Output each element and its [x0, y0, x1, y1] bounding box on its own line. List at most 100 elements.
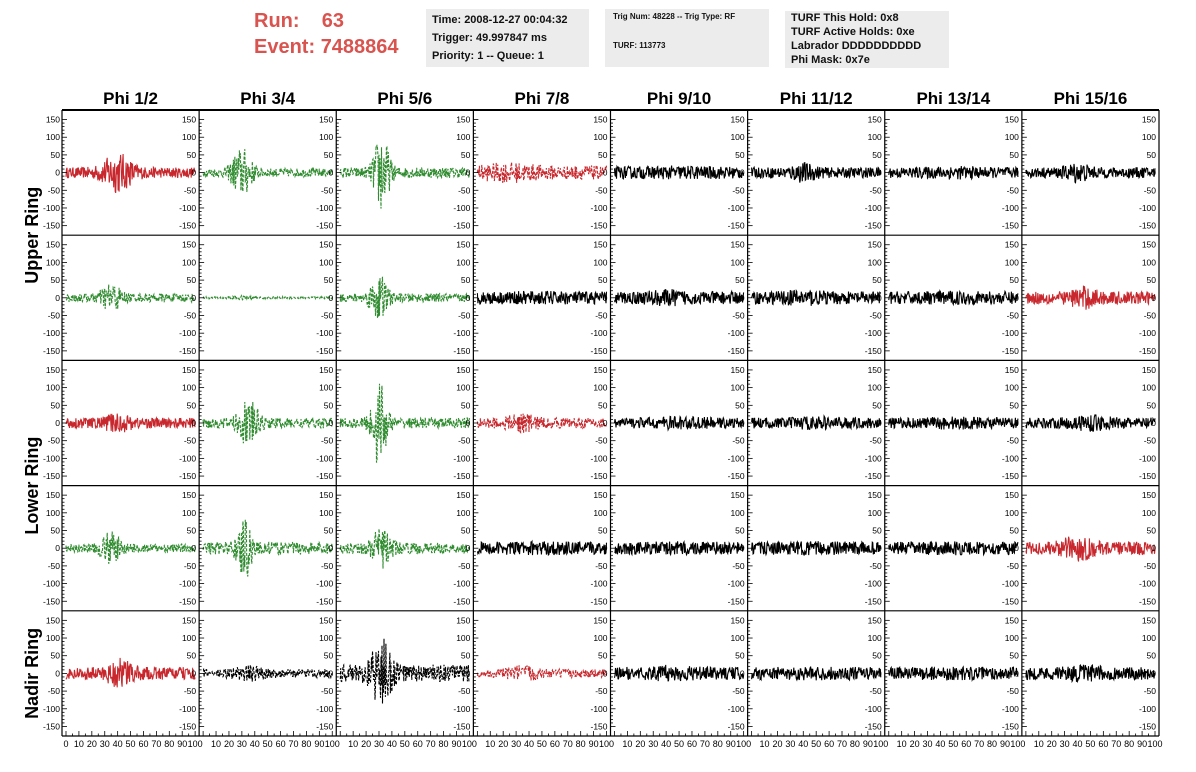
y-tick-label: -150 [179, 346, 196, 356]
y-tick-label: -50 [458, 561, 471, 571]
y-tick-label: 0 [877, 668, 882, 678]
y-tick-label: 100 [730, 508, 744, 518]
y-tick-label: -150 [1002, 471, 1019, 481]
y-tick-label: 150 [730, 365, 744, 375]
y-tick-label: 150 [456, 490, 470, 500]
y-tick-label: -100 [179, 579, 196, 589]
y-tick-label: -150 [1002, 596, 1019, 606]
y-tick-label: -100 [43, 203, 60, 213]
y-tick-label: -100 [453, 328, 470, 338]
x-tick-label: 60 [550, 739, 560, 749]
y-tick-label: -150 [453, 596, 470, 606]
y-tick-label: 100 [182, 132, 196, 142]
column-header-1: Phi 1/2 [103, 89, 158, 108]
waveform-r3-c3 [339, 383, 470, 463]
x-tick-label: 30 [237, 739, 247, 749]
y-tick-label: 0 [877, 543, 882, 553]
x-tick-label: 0 [63, 739, 68, 749]
y-tick-label: 0 [329, 418, 334, 428]
x-tick-label: 70 [563, 739, 573, 749]
x-tick-label: 70 [974, 739, 984, 749]
y-tick-label: 150 [1005, 615, 1019, 625]
x-tick-label: 60 [276, 739, 286, 749]
x-tick-label: 40 [798, 739, 808, 749]
y-tick-label: 150 [593, 115, 607, 125]
y-tick-label-right: 50 [1147, 651, 1157, 661]
y-tick-label: -100 [865, 328, 882, 338]
y-tick-label: 150 [1005, 365, 1019, 375]
y-tick-label: 0 [55, 168, 60, 178]
y-tick-label: -100 [179, 453, 196, 463]
waveform-r3-c4 [476, 413, 608, 434]
x-tick-label: 90 [314, 739, 324, 749]
y-tick-label: 0 [329, 168, 334, 178]
y-tick-label: -150 [865, 596, 882, 606]
y-tick-label: 0 [191, 668, 196, 678]
x-tick-label: 70 [837, 739, 847, 749]
y-tick-label: 50 [187, 400, 197, 410]
y-tick-label: 50 [598, 651, 608, 661]
y-tick-label: -150 [179, 221, 196, 231]
y-tick-label: -100 [728, 453, 745, 463]
y-tick-label: 150 [46, 490, 60, 500]
y-tick-label: 0 [466, 543, 471, 553]
y-tick-label: 0 [55, 418, 60, 428]
waveform-r1-c2 [202, 149, 333, 192]
column-header-7: Phi 13/14 [916, 89, 990, 108]
y-tick-label: -50 [48, 561, 61, 571]
y-tick-label: 100 [1005, 257, 1019, 267]
y-tick-label: -150 [728, 471, 745, 481]
column-header-6: Phi 11/12 [780, 89, 853, 108]
y-tick-label-right: -100 [1139, 579, 1156, 589]
y-tick-label: -100 [453, 704, 470, 714]
x-tick-label: 70 [426, 739, 436, 749]
y-tick-label: -50 [595, 310, 608, 320]
y-tick-label: 100 [1005, 132, 1019, 142]
y-tick-label-right: 100 [1142, 383, 1156, 393]
y-tick-label: -100 [590, 203, 607, 213]
y-tick-label: 0 [603, 168, 608, 178]
x-tick-label: 80 [439, 739, 449, 749]
y-tick-label: 100 [456, 508, 470, 518]
y-tick-label: -150 [316, 346, 333, 356]
y-tick-label: 0 [1014, 293, 1019, 303]
y-tick-label: 150 [868, 365, 882, 375]
row-label-2: Lower Ring [22, 437, 42, 535]
x-tick-label: 80 [850, 739, 860, 749]
y-tick-label: 100 [319, 383, 333, 393]
y-tick-label: 100 [319, 508, 333, 518]
y-tick-label: -150 [316, 221, 333, 231]
y-tick-label: 0 [740, 668, 745, 678]
y-tick-label: -150 [728, 721, 745, 731]
turf-num-text: TURF: 113773 [613, 41, 666, 50]
y-tick-label: -50 [595, 686, 608, 696]
y-tick-label: 50 [735, 526, 745, 536]
y-tick-label: -100 [1002, 704, 1019, 714]
y-tick-label: 0 [877, 168, 882, 178]
waveform-r3-c8 [1025, 414, 1156, 433]
y-tick-label: -50 [48, 686, 61, 696]
x-tick-label: 80 [301, 739, 311, 749]
x-tick-label: 40 [661, 739, 671, 749]
waveform-r5-c7 [888, 665, 1019, 683]
x-tick-label: 90 [1000, 739, 1010, 749]
y-tick-label: 50 [735, 150, 745, 160]
y-tick-label: 150 [868, 115, 882, 125]
y-tick-label: -50 [184, 561, 197, 571]
x-tick-label: 50 [263, 739, 273, 749]
y-tick-label: -50 [321, 686, 334, 696]
y-tick-label: 0 [466, 293, 471, 303]
y-tick-label: 50 [872, 150, 882, 160]
y-tick-label-right: 50 [1147, 275, 1157, 285]
run-label: Run: [254, 10, 300, 32]
x-tick-label: 30 [100, 739, 110, 749]
y-tick-label: -150 [179, 721, 196, 731]
y-tick-label: 150 [593, 615, 607, 625]
y-tick-label: 50 [187, 275, 197, 285]
y-tick-label: -150 [728, 221, 745, 231]
y-tick-label: -150 [453, 221, 470, 231]
y-tick-label: -100 [316, 453, 333, 463]
trigger-text: Trigger: 49.997847 ms [432, 32, 547, 44]
x-tick-label: 60 [1098, 739, 1108, 749]
